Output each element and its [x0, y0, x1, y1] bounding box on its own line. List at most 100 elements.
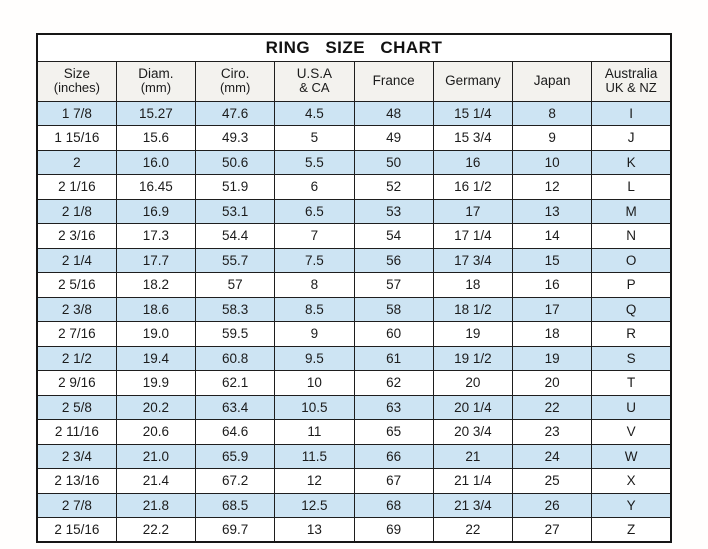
- table-cell: 18.6: [115, 296, 197, 322]
- table-cell: 17: [432, 198, 514, 224]
- table-row: 2 7/16 19.0 59.5 9 60 19 18 R: [36, 321, 672, 347]
- table-cell: 15 1/4: [432, 100, 514, 126]
- table-cell: 53.1: [194, 198, 276, 224]
- table-cell: 12: [511, 174, 593, 200]
- table-cell: 12: [274, 468, 355, 494]
- table-cell: 16.0: [115, 149, 197, 175]
- table-cell: 19 1/2: [432, 345, 514, 371]
- table-cell: 21 3/4: [432, 492, 514, 518]
- table-cell: 5: [274, 125, 355, 151]
- table-cell: 2 1/16: [36, 174, 117, 200]
- table-cell: 21.4: [115, 468, 197, 494]
- table-cell: 16 1/2: [432, 174, 514, 200]
- table-cell: Y: [591, 492, 672, 518]
- table-cell: 2 1/2: [36, 345, 117, 371]
- table-cell: 65: [353, 419, 434, 445]
- table-cell: 6: [274, 174, 355, 200]
- table-cell: 22: [432, 517, 514, 543]
- table-cell: 2 7/16: [36, 321, 117, 347]
- table-cell: 2 5/16: [36, 272, 117, 298]
- table-row: 2 1/2 19.4 60.8 9.5 61 19 1/2 19 S: [36, 345, 672, 371]
- table-cell: 2 1/8: [36, 198, 117, 224]
- column-header: Size (inches): [36, 60, 117, 102]
- table-cell: 17.7: [115, 247, 197, 273]
- table-cell: 47.6: [194, 100, 276, 126]
- table-cell: 22: [511, 394, 593, 420]
- table-cell: 65.9: [194, 443, 276, 469]
- column-header: France: [353, 60, 434, 102]
- column-header: Germany: [432, 60, 514, 102]
- table-row: 2 15/16 22.2 69.7 13 69 22 27 Z: [36, 517, 672, 543]
- table-cell: 6.5: [274, 198, 355, 224]
- column-header-line1: Japan: [533, 73, 571, 89]
- table-cell: 19.0: [115, 321, 197, 347]
- column-header-line2: & CA: [299, 80, 330, 96]
- table-cell: 19.4: [115, 345, 197, 371]
- table-cell: 2 3/8: [36, 296, 117, 322]
- table-cell: 24: [511, 443, 593, 469]
- table-cell: P: [591, 272, 672, 298]
- table-cell: 60: [353, 321, 434, 347]
- table-cell: 25: [511, 468, 593, 494]
- table-cell: 2 11/16: [36, 419, 117, 445]
- table-row: 2 3/4 21.0 65.9 11.5 66 21 24 W: [36, 443, 672, 469]
- table-cell: 20 3/4: [432, 419, 514, 445]
- table-cell: M: [591, 198, 672, 224]
- table-cell: 49.3: [194, 125, 276, 151]
- table-cell: 53: [353, 198, 434, 224]
- table-cell: 56: [353, 247, 434, 273]
- table-cell: 52: [353, 174, 434, 200]
- table-cell: 2 9/16: [36, 370, 117, 396]
- table-row: 2 3/16 17.3 54.4 7 54 17 1/4 14 N: [36, 223, 672, 249]
- table-row: 2 13/16 21.4 67.2 12 67 21 1/4 25 X: [36, 468, 672, 494]
- table-row: 2 9/16 19.9 62.1 10 62 20 20 T: [36, 370, 672, 396]
- table-cell: 17 3/4: [432, 247, 514, 273]
- table-cell: 1 15/16: [36, 125, 117, 151]
- table-cell: 4.5: [274, 100, 355, 126]
- table-row: 2 1/16 16.45 51.9 6 52 16 1/2 12 L: [36, 174, 672, 200]
- column-header: Diam. (mm): [115, 60, 197, 102]
- table-cell: V: [591, 419, 672, 445]
- table-cell: 18: [432, 272, 514, 298]
- table-cell: 62: [353, 370, 434, 396]
- table-cell: 66: [353, 443, 434, 469]
- table-cell: 17 1/4: [432, 223, 514, 249]
- column-header: Australia UK & NZ: [591, 60, 672, 102]
- table-cell: 2 3/4: [36, 443, 117, 469]
- table-cell: 2 15/16: [36, 517, 117, 543]
- table-cell: 2: [36, 149, 117, 175]
- table-cell: 22.2: [115, 517, 197, 543]
- table-row: 2 11/16 20.6 64.6 11 65 20 3/4 23 V: [36, 419, 672, 445]
- table-cell: 21.0: [115, 443, 197, 469]
- table-cell: S: [591, 345, 672, 371]
- table-cell: R: [591, 321, 672, 347]
- table-cell: O: [591, 247, 672, 273]
- table-cell: I: [591, 100, 672, 126]
- table-cell: 21.8: [115, 492, 197, 518]
- table-cell: 15.6: [115, 125, 197, 151]
- column-header-line1: Germany: [445, 73, 501, 89]
- table-head: RING SIZE CHART Size (inches) Diam. (mm) Cir…: [36, 33, 672, 102]
- table-cell: 63.4: [194, 394, 276, 420]
- table-cell: 7: [274, 223, 355, 249]
- table-cell: 13: [511, 198, 593, 224]
- table-cell: K: [591, 149, 672, 175]
- column-header-line1: Size: [63, 66, 90, 82]
- table-cell: 2 3/16: [36, 223, 117, 249]
- table-cell: 19.9: [115, 370, 197, 396]
- table-cell: 27: [511, 517, 593, 543]
- table-cell: 2 7/8: [36, 492, 117, 518]
- column-header-line2: (mm): [140, 80, 172, 96]
- table-cell: 16: [511, 272, 593, 298]
- table-cell: 5.5: [274, 149, 355, 175]
- table-cell: 60.8: [194, 345, 276, 371]
- table-cell: 49: [353, 125, 434, 151]
- table-cell: Z: [591, 517, 672, 543]
- table-row: 2 1/4 17.7 55.7 7.5 56 17 3/4 15 O: [36, 247, 672, 273]
- table-cell: 21 1/4: [432, 468, 514, 494]
- table-cell: 9: [511, 125, 593, 151]
- table-cell: 10: [511, 149, 593, 175]
- table-cell: W: [591, 443, 672, 469]
- table-cell: 16.9: [115, 198, 197, 224]
- table-row: 2 5/8 20.2 63.4 10.5 63 20 1/4 22 U: [36, 394, 672, 420]
